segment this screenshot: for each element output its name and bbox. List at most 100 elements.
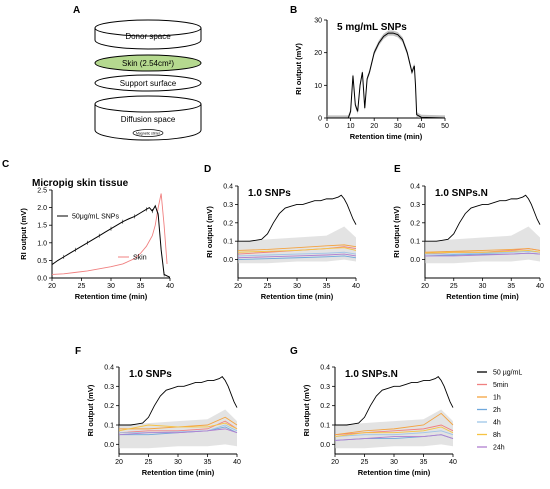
y-tick-label: 0.4	[320, 365, 330, 372]
x-tick-label: 30	[479, 283, 487, 290]
y-tick-label: 10	[314, 83, 322, 90]
y-tick-label: 0.2	[223, 220, 233, 227]
y-tick-label: 2.5	[37, 188, 47, 195]
x-tick-label: 40	[352, 283, 360, 290]
x-axis-label: Retention time (min)	[142, 468, 215, 477]
x-tick-label: 30	[293, 283, 301, 290]
time-legend: 50 µg/mL 5min 1h 2h 4h 8h 24h	[477, 370, 522, 452]
series-line	[52, 204, 171, 278]
panel-letter-d: D	[204, 164, 211, 175]
x-tick-label: 30	[107, 283, 115, 290]
plot-area	[425, 194, 541, 264]
chart-title: 5 mg/mL SNPs	[337, 22, 407, 33]
legend-label-3: 2h	[493, 407, 501, 414]
panel-letter-f: F	[75, 346, 81, 357]
x-tick-label: 35	[204, 459, 212, 466]
y-tick-label: 0.1	[410, 239, 420, 246]
series-line	[119, 420, 238, 434]
y-tick-label: 0.5	[37, 258, 47, 265]
y-tick-label: 0.1	[104, 423, 114, 430]
stirrer-bar	[132, 129, 164, 137]
y-tick-label: 0.2	[320, 403, 330, 410]
y-tick-label: 0.3	[320, 384, 330, 391]
series-line	[425, 252, 541, 257]
y-axis-label: RI output (mV)	[392, 206, 401, 258]
x-axis-label: Retention time (min)	[350, 132, 423, 141]
series-line	[238, 255, 357, 261]
x-tick-label: 35	[323, 283, 331, 290]
support-label: Support surface	[120, 79, 177, 88]
y-tick-label: 0	[318, 116, 322, 123]
series-line	[425, 249, 541, 254]
legend-label-1: 5min	[493, 382, 508, 389]
y-tick-label: 1.0	[37, 240, 47, 247]
x-tick-label: 25	[78, 283, 86, 290]
series-line	[238, 251, 357, 257]
x-tick-label: 20	[370, 123, 378, 130]
legend-label-snps: 50μg/mL SNPs	[72, 214, 119, 221]
x-tick-label: 35	[137, 283, 145, 290]
x-tick-label: 0	[325, 123, 329, 130]
x-tick-label: 25	[145, 459, 153, 466]
y-tick-label: 0.1	[223, 239, 233, 246]
x-tick-label: 40	[233, 459, 241, 466]
chart-b: 0 10 20 30 40 50 0 10 20 30 Retention time (min) RI…	[294, 18, 449, 142]
x-axis-label: Retention time (min)	[261, 292, 334, 301]
series-line	[327, 32, 446, 118]
series-line	[119, 376, 238, 426]
x-axis-label: Retention time (min)	[446, 292, 519, 301]
panel-letter-e: E	[394, 164, 401, 175]
y-tick-label: 0.0	[320, 442, 330, 449]
series-line	[119, 416, 238, 430]
skin-layer	[94, 54, 202, 72]
series-line	[425, 248, 541, 253]
plot-area	[119, 376, 238, 449]
series-line	[52, 193, 168, 275]
series-line	[238, 244, 357, 251]
plot-area	[52, 193, 171, 278]
y-tick-label: 0.0	[410, 257, 420, 264]
x-tick-label: 30	[390, 459, 398, 466]
series-line	[119, 422, 238, 432]
series-line	[335, 376, 454, 426]
y-axis-label: RI output (mV)	[294, 43, 303, 95]
variability-band	[327, 30, 445, 118]
x-tick-label: 35	[507, 283, 515, 290]
diffusion-top	[94, 95, 202, 113]
donor-label: Donor space	[125, 32, 171, 41]
x-tick-label: 40	[536, 283, 544, 290]
x-tick-label: 30	[174, 459, 182, 466]
x-tick-label: 30	[394, 123, 402, 130]
plot-area	[335, 376, 454, 449]
support-layer	[94, 74, 202, 92]
variability-band	[238, 226, 356, 264]
chart-d: 20 25 30 35 40 0.0 0.1 0.2 0.3 0.4 Retention time …	[205, 184, 360, 302]
x-tick-label: 10	[347, 123, 355, 130]
series-line	[425, 250, 541, 255]
skin-label: Skin (2.54cm²)	[122, 59, 174, 68]
legend-label-5: 8h	[493, 432, 501, 439]
y-tick-label: 0.1	[320, 423, 330, 430]
x-tick-label: 20	[48, 283, 56, 290]
y-axis-label: RI output (mV)	[86, 384, 95, 436]
y-tick-label: 30	[314, 18, 322, 25]
diffusion-body	[94, 104, 202, 141]
chart-c: 20 25 30 35 40 0.0 0.5 1.0 1.5 2.0 2.5 Retention ti…	[19, 178, 174, 301]
series-line	[119, 428, 238, 436]
y-tick-label: 0.2	[410, 220, 420, 227]
series-line	[335, 434, 454, 441]
x-tick-label: 20	[234, 283, 242, 290]
y-axis-label: RI output (mV)	[19, 208, 28, 260]
chart-title: 1.0 SNPs	[248, 188, 291, 199]
chart-f: 20 25 30 35 40 0.0 0.1 0.2 0.3 0.4 Retention time …	[86, 365, 241, 478]
panel-letter-c: C	[2, 159, 9, 170]
panel-letter-a: A	[73, 5, 80, 16]
panel-letter-b: B	[290, 5, 297, 16]
chart-title: 1.0 SNPs.N	[345, 369, 398, 380]
legend-label-2: 1h	[493, 395, 501, 402]
x-tick-label: 25	[361, 459, 369, 466]
x-tick-label: 40	[418, 123, 426, 130]
x-tick-label: 35	[420, 459, 428, 466]
franz-cell-diagram: Donor space Skin (2.54cm²) Support surfa…	[94, 19, 202, 141]
legend-label-0: 50 µg/mL	[493, 370, 522, 377]
